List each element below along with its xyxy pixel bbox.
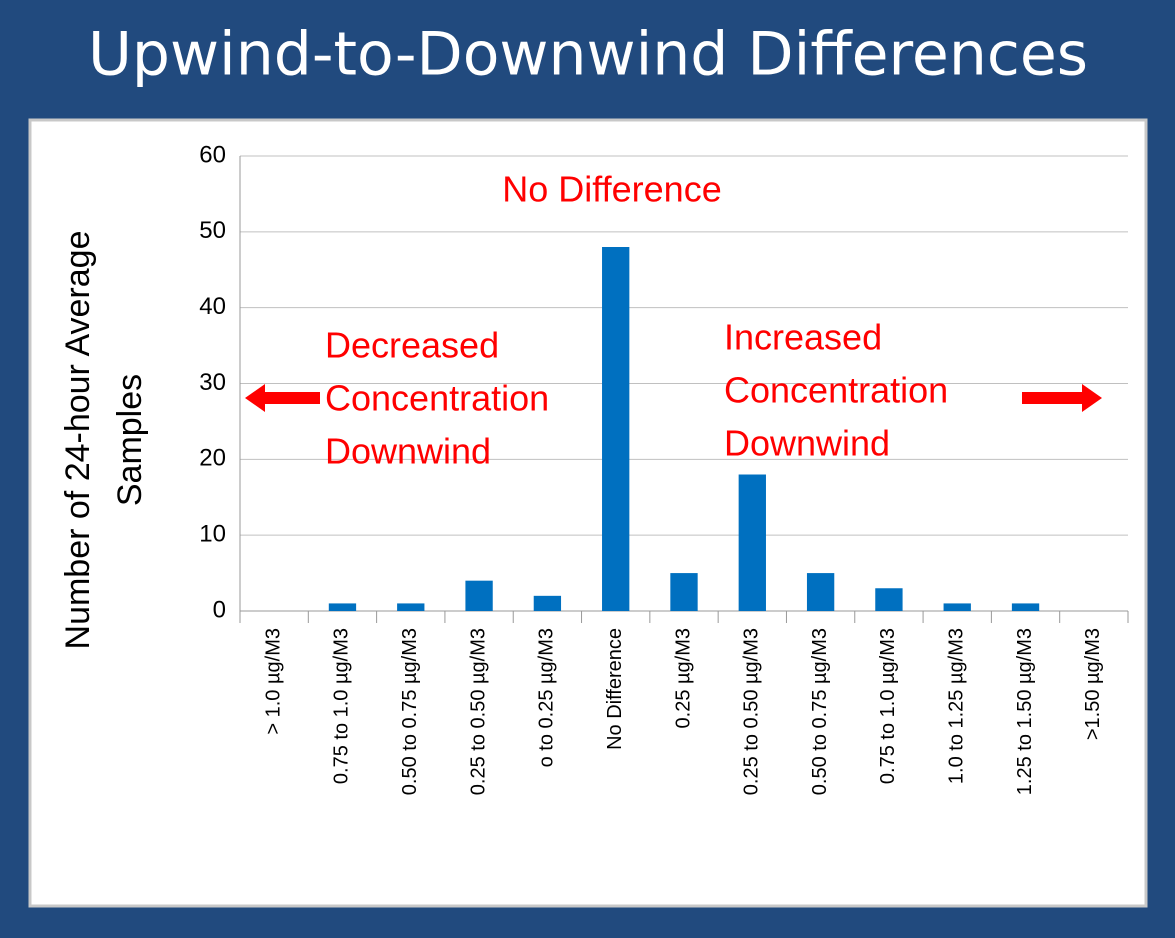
y-tick-label: 40	[199, 293, 226, 320]
y-tick-label: 10	[199, 521, 226, 548]
y-tick-label: 60	[199, 141, 226, 168]
bar	[1011, 603, 1040, 611]
bar	[602, 247, 630, 611]
slide-title: Upwind-to-Downwind Differences	[88, 20, 1088, 90]
bar	[943, 603, 971, 611]
annotation: Downwind	[724, 423, 890, 464]
x-tick-label: > 1.0 µg/M3	[262, 628, 284, 735]
y-tick-label: 30	[199, 369, 226, 396]
left-arrow	[245, 384, 320, 412]
y-tick-label: 50	[199, 217, 226, 244]
annotation: Concentration	[724, 370, 948, 411]
y-axis-label: Samples	[111, 374, 149, 506]
bar	[875, 588, 903, 611]
x-tick-label: 1.25 to 1.50 µg/M3	[1014, 628, 1036, 795]
chart: 0 10 20 30 40 50 60 Number of 24-hour Average Sa…	[59, 141, 1129, 795]
bar	[533, 595, 562, 611]
bar	[397, 603, 425, 611]
x-tick-label: 1.0 to 1.25 µg/M3	[946, 628, 968, 784]
x-tick-label: 0.75 to 1.0 µg/M3	[877, 628, 899, 784]
bar	[328, 603, 357, 611]
x-tick-label: >1.50 µg/M3	[1082, 628, 1104, 740]
x-tick-label: o to 0.25 µg/M3	[536, 628, 558, 767]
bar	[465, 580, 493, 611]
bar	[738, 474, 766, 611]
chart-panel	[28, 118, 1148, 908]
x-tick-label: 0.75 to 1.0 µg/M3	[331, 628, 353, 784]
annotation: Downwind	[325, 431, 491, 472]
y-axis-label: Number of 24-hour Average	[59, 231, 97, 650]
annotation: Increased	[724, 317, 882, 358]
x-tick-label: 0.50 to 0.75 µg/M3	[399, 628, 421, 795]
annotation: Concentration	[325, 378, 549, 419]
annotation: No Difference	[502, 169, 721, 210]
x-tick-label: 0.50 to 0.75 µg/M3	[809, 628, 831, 795]
right-arrow	[1022, 384, 1102, 412]
bar	[806, 573, 835, 611]
y-tick-label: 0	[213, 596, 226, 623]
x-tick-label: No Difference	[604, 628, 626, 750]
bar	[670, 573, 698, 611]
y-tick-label: 20	[199, 445, 226, 472]
x-tick-label: 0.25 µg/M3	[672, 628, 694, 728]
x-tick-label: 0.25 to 0.50 µg/M3	[741, 628, 763, 795]
x-tick-label: 0.25 to 0.50 µg/M3	[467, 628, 489, 795]
annotation: Decreased	[325, 325, 499, 366]
